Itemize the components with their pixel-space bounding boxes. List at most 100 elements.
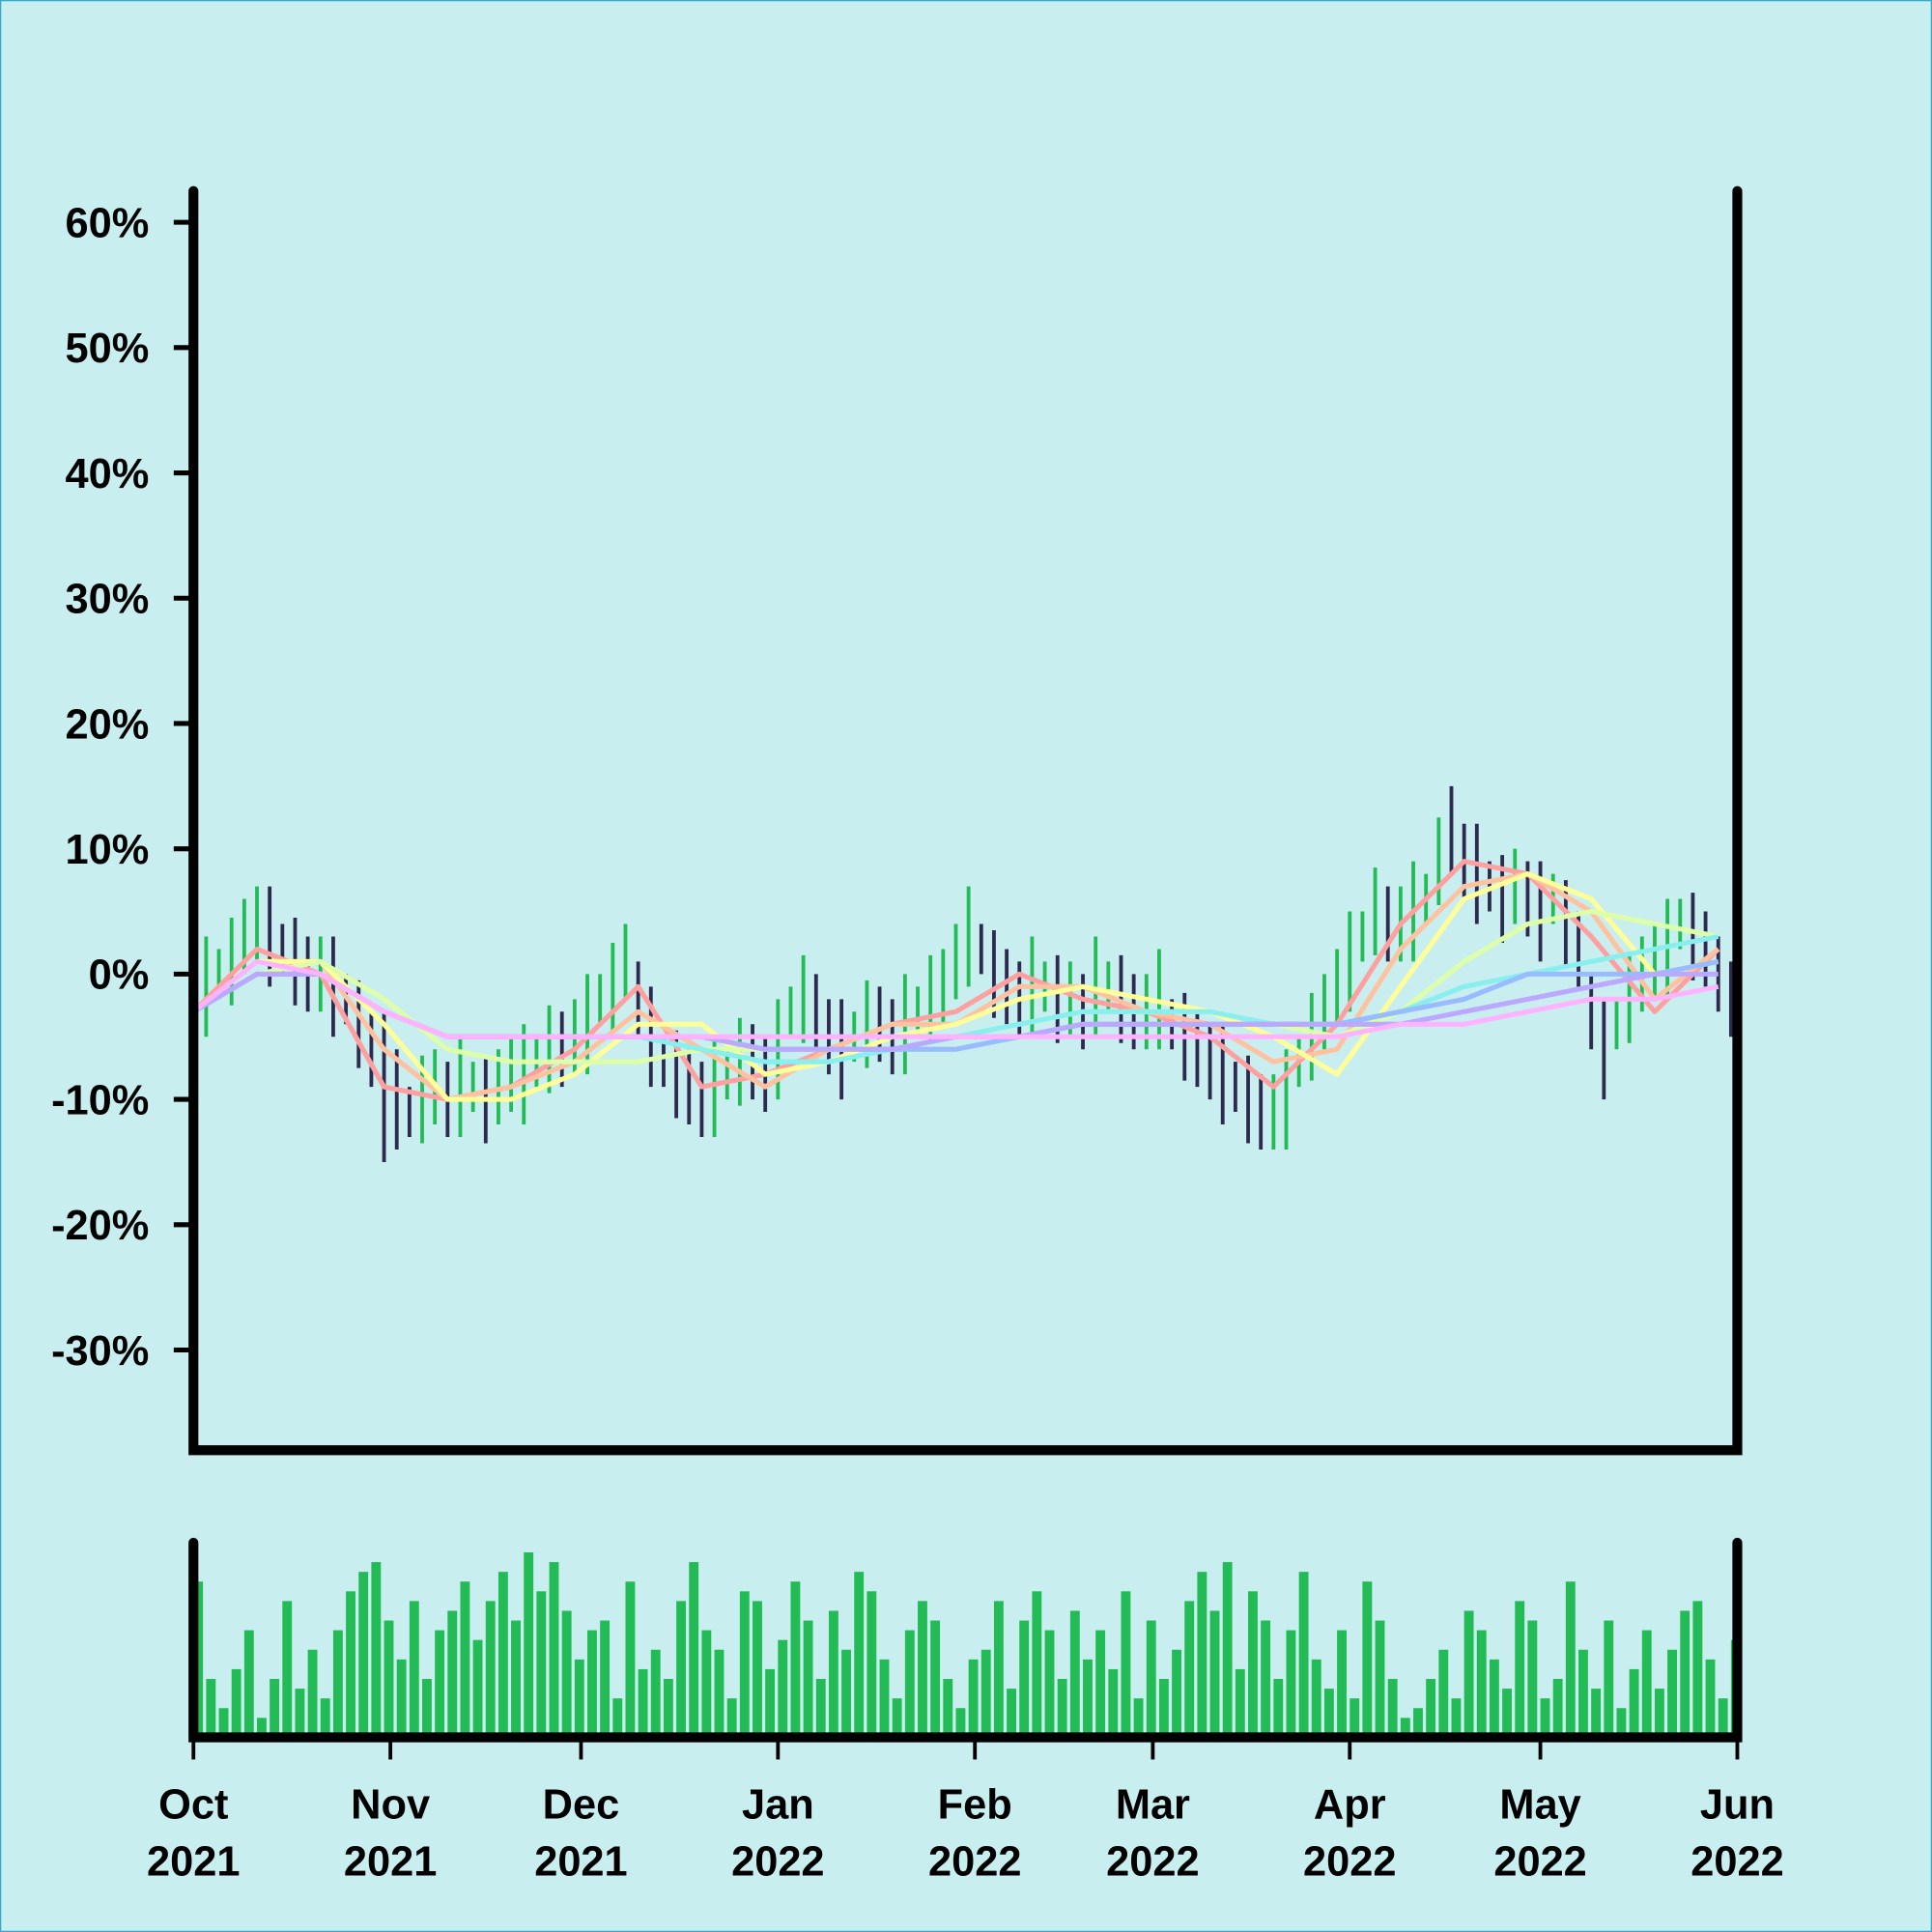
volume-bar — [867, 1591, 877, 1738]
volume-bar — [650, 1649, 661, 1738]
volume-bar — [968, 1659, 979, 1738]
volume-bar — [1121, 1591, 1131, 1738]
volume-bar — [1540, 1698, 1550, 1738]
volume-bar — [497, 1572, 508, 1738]
volume-bar — [841, 1649, 851, 1738]
volume-bar — [1616, 1708, 1627, 1738]
axis-frame — [188, 1537, 1743, 1743]
volume-bar — [1197, 1572, 1208, 1738]
volume-bar — [1591, 1689, 1602, 1738]
volume-bar — [600, 1620, 611, 1738]
y-tick-label: 0% — [89, 952, 150, 999]
volume-bar — [1718, 1698, 1728, 1738]
volume-bar — [943, 1679, 953, 1738]
volume-bar — [561, 1610, 572, 1738]
volume-bar — [1044, 1630, 1055, 1738]
volume-bar — [1298, 1572, 1309, 1738]
volume-bar — [206, 1679, 216, 1738]
volume-bar — [1350, 1698, 1360, 1738]
volume-bar — [549, 1562, 559, 1738]
volume-bar — [993, 1601, 1004, 1738]
volume-bar — [815, 1679, 826, 1738]
volume-bar — [371, 1562, 382, 1738]
volume-bar — [472, 1639, 483, 1738]
volume-bar — [1172, 1649, 1181, 1738]
x-tick-label: Dec 2021 — [534, 1782, 627, 1886]
volume-bar — [1286, 1630, 1296, 1738]
y-tick-label: 50% — [66, 326, 150, 372]
volume-bar — [536, 1591, 547, 1738]
x-tick-label: Mar 2022 — [1106, 1782, 1199, 1886]
volume-bar — [511, 1620, 521, 1738]
volume-bar — [282, 1601, 293, 1738]
volume-bar — [1209, 1610, 1220, 1738]
volume-bar — [574, 1659, 584, 1738]
volume-bar — [612, 1698, 623, 1738]
volume-bar — [1375, 1620, 1385, 1738]
volume-bar — [753, 1601, 762, 1738]
volume-bar — [1337, 1630, 1347, 1738]
x-tick-label: Feb 2022 — [928, 1782, 1021, 1886]
volume-bar — [320, 1698, 330, 1738]
volume-bar — [1235, 1668, 1245, 1738]
volume-bar — [638, 1668, 648, 1738]
volume-bar — [1273, 1679, 1284, 1738]
x-tick-label: Jan 2022 — [731, 1782, 824, 1886]
volume-bar — [270, 1679, 280, 1738]
volume-bar — [1007, 1689, 1016, 1738]
x-tick-label: Apr 2022 — [1303, 1782, 1396, 1886]
y-tick-label: 20% — [66, 701, 150, 748]
volume-bar — [1387, 1679, 1398, 1738]
volume-bar — [1146, 1620, 1156, 1738]
volume-bar — [1019, 1620, 1030, 1738]
volume-bar — [218, 1708, 229, 1738]
y-tick-label: 30% — [66, 577, 150, 623]
volume-bar — [1400, 1718, 1410, 1738]
volume-bar — [625, 1581, 636, 1738]
volume-bar — [790, 1581, 801, 1738]
volume-bar — [1108, 1668, 1119, 1738]
price-panel: -30% -20% -10% 0% 10% 20% 30% 40% 50% 60% — [51, 185, 1743, 1456]
volume-bar — [384, 1620, 394, 1738]
volume-bar — [1362, 1581, 1373, 1738]
volume-bar — [1527, 1620, 1538, 1738]
volume-bar — [904, 1630, 915, 1738]
volume-bar — [980, 1649, 991, 1738]
volume-bar — [295, 1689, 305, 1738]
volume-bar — [1032, 1591, 1042, 1738]
volume-bar — [1604, 1620, 1614, 1738]
y-tick-label: 10% — [66, 827, 150, 873]
volume-bar — [739, 1591, 750, 1738]
volume-bar — [828, 1610, 838, 1738]
volume-bar — [1057, 1679, 1067, 1738]
volume-bar — [1438, 1649, 1449, 1738]
volume-bar — [1133, 1698, 1144, 1738]
volume-bar — [663, 1679, 673, 1738]
volume-bar — [524, 1552, 534, 1738]
y-tick-label: -20% — [51, 1203, 149, 1249]
volume-bar — [1629, 1668, 1639, 1738]
volume-bar — [396, 1659, 407, 1738]
volume-bar — [676, 1601, 686, 1738]
x-tick-label: May 2022 — [1493, 1782, 1586, 1886]
volume-bar — [854, 1572, 865, 1738]
volume-bar — [358, 1572, 369, 1738]
volume-bar — [435, 1630, 445, 1738]
volume-bar — [930, 1620, 941, 1738]
volume-bar — [587, 1630, 597, 1738]
volume-bar — [1426, 1679, 1436, 1738]
volume-bar — [485, 1601, 496, 1738]
volume-bar — [1083, 1659, 1093, 1738]
volume-bar — [726, 1698, 737, 1738]
y-tick-label: -30% — [51, 1328, 149, 1375]
volume-bar — [701, 1630, 712, 1738]
volume-bar — [1705, 1659, 1716, 1738]
volume-bar — [689, 1562, 699, 1738]
axis-frame — [188, 185, 1743, 1456]
volume-bar — [1565, 1581, 1576, 1738]
volume-bar — [1311, 1659, 1321, 1738]
y-tick-label: 60% — [66, 200, 150, 246]
volume-bar — [257, 1718, 267, 1738]
y-tick-label: -10% — [51, 1077, 149, 1123]
volume-bar — [955, 1708, 966, 1738]
